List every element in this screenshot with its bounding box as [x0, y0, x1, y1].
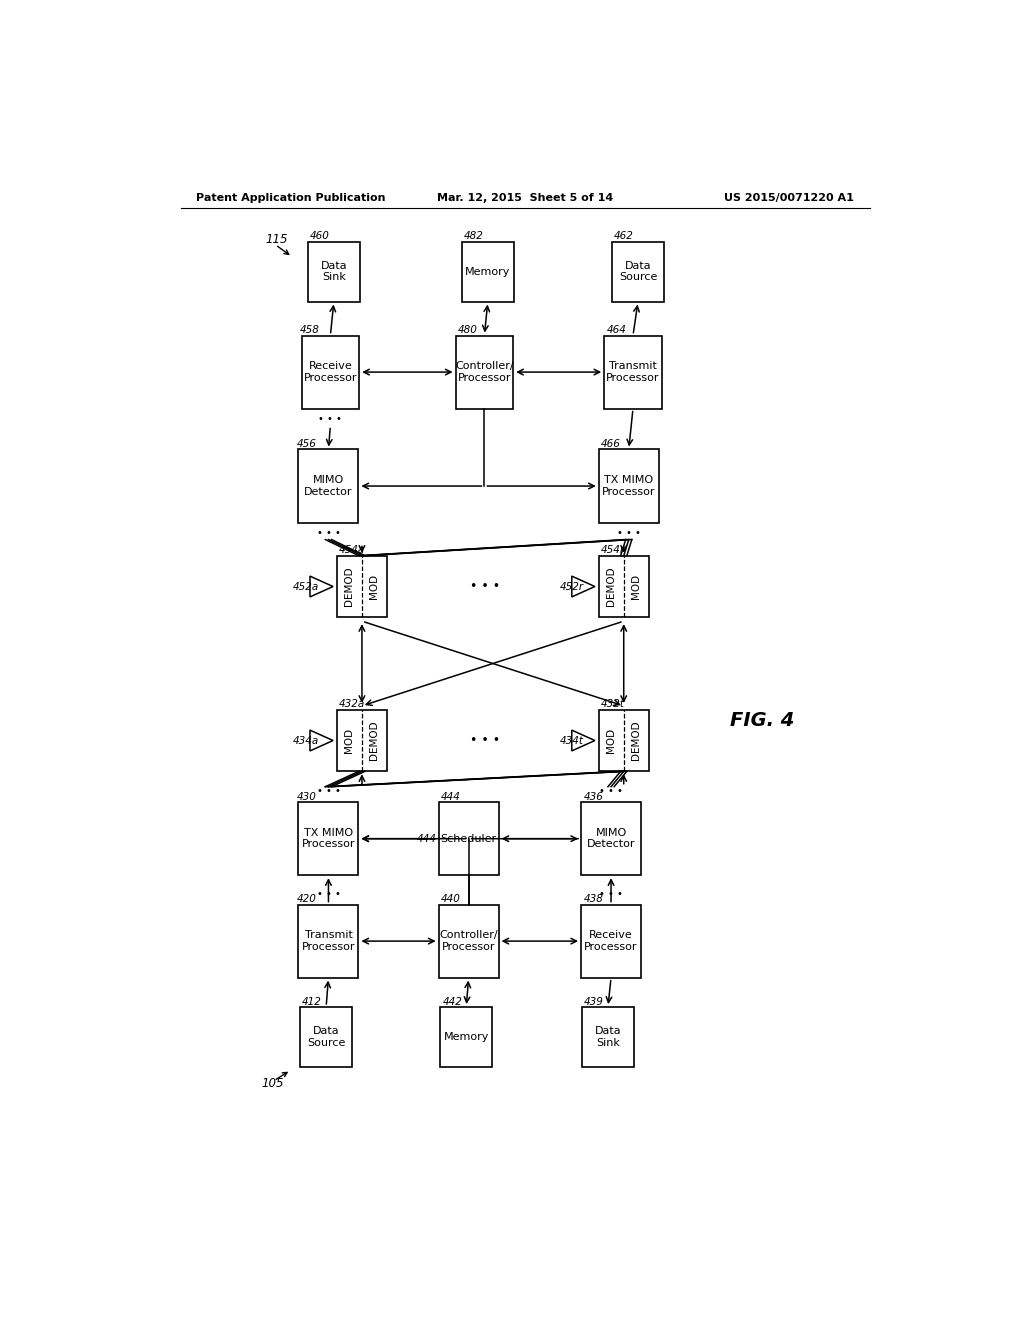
Bar — [440, 1007, 493, 1067]
Text: 434t: 434t — [560, 735, 585, 746]
Text: Transmit
Processor: Transmit Processor — [302, 931, 355, 952]
Bar — [581, 904, 641, 978]
Polygon shape — [571, 576, 595, 597]
Text: MOD: MOD — [606, 727, 616, 754]
Text: MIMO
Detector: MIMO Detector — [304, 475, 352, 496]
Text: US 2015/0071220 A1: US 2015/0071220 A1 — [725, 194, 854, 203]
Text: DEMOD: DEMOD — [606, 566, 616, 606]
Text: 454a: 454a — [339, 545, 366, 556]
Bar — [599, 450, 658, 523]
Text: 454r: 454r — [601, 545, 626, 556]
Text: Data
Source: Data Source — [618, 261, 657, 282]
Bar — [599, 710, 649, 771]
Bar — [307, 242, 360, 302]
Text: FIG. 4: FIG. 4 — [730, 711, 795, 730]
Text: 439: 439 — [584, 997, 604, 1007]
Text: MOD: MOD — [370, 574, 380, 599]
Text: MIMO
Detector: MIMO Detector — [587, 828, 635, 850]
Bar — [337, 556, 387, 618]
Text: 420: 420 — [297, 894, 316, 904]
Text: Mar. 12, 2015  Sheet 5 of 14: Mar. 12, 2015 Sheet 5 of 14 — [436, 194, 613, 203]
Text: 442: 442 — [442, 997, 462, 1007]
Bar — [300, 1007, 352, 1067]
Bar — [604, 335, 662, 409]
Text: • • •: • • • — [316, 888, 340, 899]
Polygon shape — [571, 730, 595, 751]
Bar — [611, 242, 665, 302]
Polygon shape — [310, 576, 333, 597]
Text: Memory: Memory — [465, 267, 511, 277]
Text: 480: 480 — [458, 325, 477, 335]
Text: 464: 464 — [606, 325, 627, 335]
Bar — [581, 803, 641, 875]
Text: Receive
Processor: Receive Processor — [585, 931, 638, 952]
Bar — [582, 1007, 634, 1067]
Text: • • •: • • • — [616, 528, 641, 539]
Text: • • •: • • • — [470, 579, 500, 593]
Text: 438: 438 — [584, 894, 603, 904]
Text: • • •: • • • — [316, 787, 340, 796]
Text: Transmit
Processor: Transmit Processor — [606, 362, 659, 383]
Bar — [599, 556, 649, 618]
Text: 430: 430 — [297, 792, 316, 801]
Bar — [298, 904, 358, 978]
Text: Patent Application Publication: Patent Application Publication — [196, 194, 385, 203]
Text: DEMOD: DEMOD — [370, 721, 380, 760]
Text: • • •: • • • — [316, 528, 340, 539]
Text: 452a: 452a — [293, 582, 319, 591]
Text: 115: 115 — [265, 232, 288, 246]
Bar — [462, 242, 514, 302]
Text: 434a: 434a — [293, 735, 319, 746]
Text: TX MIMO
Processor: TX MIMO Processor — [302, 828, 355, 850]
Bar — [298, 450, 358, 523]
Text: 452r: 452r — [560, 582, 585, 591]
Text: 458: 458 — [300, 325, 319, 335]
Text: 456: 456 — [297, 440, 316, 449]
Text: Receive
Processor: Receive Processor — [304, 362, 357, 383]
Bar — [337, 710, 387, 771]
Text: 412: 412 — [302, 997, 323, 1007]
Text: 105: 105 — [261, 1077, 284, 1090]
Text: • • •: • • • — [318, 414, 342, 425]
Text: 460: 460 — [310, 231, 330, 242]
Text: 432t: 432t — [601, 700, 625, 709]
Text: MOD: MOD — [344, 727, 354, 754]
Text: 436: 436 — [584, 792, 603, 801]
Text: Data
Source: Data Source — [307, 1026, 345, 1048]
Bar — [301, 335, 359, 409]
Text: Controller/
Processor: Controller/ Processor — [439, 931, 498, 952]
Bar — [438, 904, 499, 978]
Text: • • •: • • • — [599, 888, 623, 899]
Bar — [438, 803, 499, 875]
Text: 462: 462 — [614, 231, 634, 242]
Text: 432a: 432a — [339, 700, 366, 709]
Text: • • •: • • • — [599, 787, 623, 796]
Text: Memory: Memory — [443, 1032, 489, 1041]
Text: • • •: • • • — [470, 734, 500, 747]
Text: 444: 444 — [441, 792, 461, 801]
Text: DEMOD: DEMOD — [344, 566, 354, 606]
Text: 444: 444 — [417, 834, 437, 843]
Text: 482: 482 — [464, 231, 484, 242]
Polygon shape — [310, 730, 333, 751]
Bar — [298, 803, 358, 875]
Bar — [456, 335, 513, 409]
Text: Scheduler: Scheduler — [440, 834, 497, 843]
Text: 466: 466 — [601, 440, 621, 449]
Text: Data
Sink: Data Sink — [321, 261, 347, 282]
Text: Data
Sink: Data Sink — [595, 1026, 622, 1048]
Text: MOD: MOD — [631, 574, 641, 599]
Text: TX MIMO
Processor: TX MIMO Processor — [602, 475, 655, 496]
Text: Controller/
Processor: Controller/ Processor — [455, 362, 514, 383]
Text: 440: 440 — [441, 894, 461, 904]
Text: DEMOD: DEMOD — [631, 721, 641, 760]
